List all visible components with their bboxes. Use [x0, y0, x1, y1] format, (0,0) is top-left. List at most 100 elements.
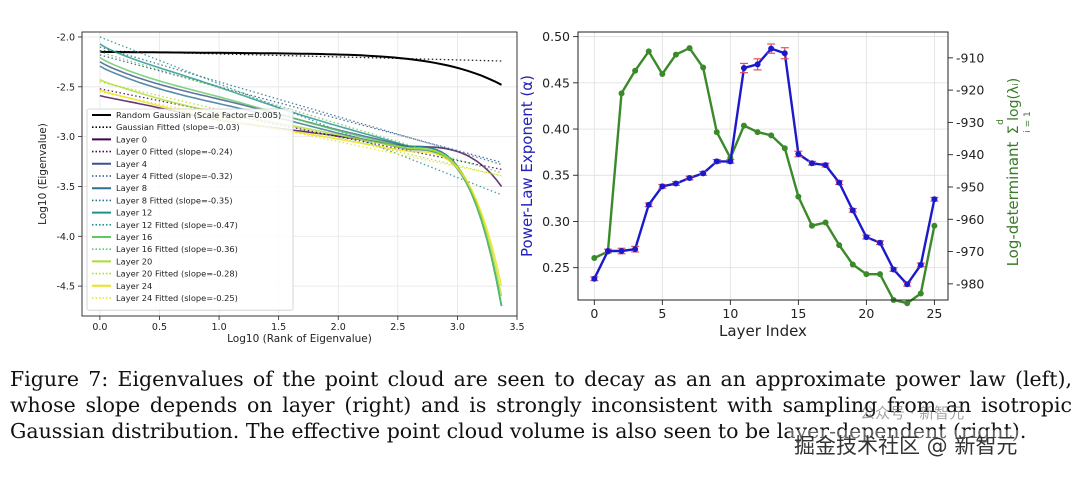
left-series-layer-4-fitted-slope-0-32: [99, 54, 502, 164]
right-exponent-point: [659, 183, 666, 190]
right-logdet-point: [917, 290, 924, 297]
right-exponent-point: [727, 158, 734, 165]
right-logdet-point: [713, 129, 720, 136]
right-exponent-point: [890, 266, 897, 273]
right-logdet-point: [863, 271, 870, 278]
right-exponent-point: [795, 150, 802, 157]
left-series-layer-20: [99, 79, 503, 297]
right-exponent-point: [632, 246, 639, 253]
left-legend-label: Layer 0 Fitted (slope=-0.24): [116, 147, 233, 157]
left-legend-label: Random Gaussian (Scale Factor=0.005): [116, 110, 281, 120]
right-logdet-point: [808, 222, 815, 229]
right-ytick-label: 0.30: [542, 214, 570, 229]
left-legend-label: Layer 20 Fitted (slope=-0.28): [116, 269, 238, 279]
right-logdet-point: [645, 48, 652, 55]
right-ytick-label: 0.50: [542, 29, 570, 44]
left-legend-label: Layer 16: [116, 232, 152, 242]
left-series-layer-0-fitted-slope-0-24: [99, 88, 502, 171]
right-exponent-point: [713, 158, 720, 165]
right-y2-label-sum-upper: d: [996, 119, 1006, 125]
right-logdet-point: [768, 132, 775, 139]
right-logdet-point: [740, 122, 747, 129]
left-series-layer-12: [99, 43, 503, 307]
left-y-axis-label: Log10 (Eigenvalue): [37, 123, 49, 225]
left-ytick-label: -2.0: [56, 32, 75, 43]
right-exponent-point: [863, 234, 870, 241]
right-logdet-point: [591, 255, 598, 262]
right-xtick-label: 10: [722, 306, 738, 321]
right-logdet-point: [836, 242, 843, 249]
left-legend-box: [86, 108, 294, 311]
left-eigenvalue-chart: 0.0 0.5 1.0 1.5 2.0 2.5 3.0 3.5 -2.0 -2.5 -3.0 -3.5…: [37, 31, 525, 345]
right-exponent-point: [822, 162, 829, 169]
watermark-sub: 公众号 · 新智元: [860, 404, 965, 422]
right-exponent-point: [672, 180, 679, 187]
right-y2-label-sum-lower: i = 1: [1023, 111, 1033, 133]
right-exponent-point: [904, 281, 911, 288]
right-logdet-point: [822, 219, 829, 226]
left-legend-label: Gaussian Fitted (slope=-0.03): [116, 122, 240, 132]
right-y-axis-label: Power-Law Exponent (α): [518, 75, 536, 257]
right-exponent-point: [754, 61, 761, 68]
left-legend-label: Layer 16 Fitted (slope=-0.36): [116, 244, 238, 254]
right-exponent-point: [917, 261, 924, 268]
left-xtick-label: 1.5: [271, 322, 286, 333]
left-series-layer-24-fitted-slope-0-25: [99, 91, 502, 177]
left-series-layer-8-fitted-slope-0-35: [99, 46, 502, 166]
figure-caption: Figure 7: Eigenvalues of the point cloud…: [10, 367, 1072, 443]
right-y2-axis-label: Log-determinant Σ log(λᵢ)d i = 1: [996, 78, 1033, 267]
left-series-gaussian-fitted-slope-0-03: [99, 50, 502, 62]
right-exponent-point: [700, 170, 707, 177]
right-exponent-point: [781, 50, 788, 57]
left-xtick-label: 0.5: [152, 322, 167, 333]
right-exponent-point: [645, 201, 652, 208]
right-exponent-point: [604, 248, 611, 255]
right-y2tick-label: -970: [956, 244, 984, 259]
right-exponent-point: [876, 239, 883, 246]
right-y2-label-formula: Σ log(λᵢ): [1006, 78, 1022, 134]
right-y2tick-label: -910: [956, 50, 984, 65]
left-x-axis-label: Log10 (Rank of Eigenvalue): [227, 333, 372, 345]
right-logdet-point: [672, 51, 679, 58]
right-logdet-point: [795, 193, 802, 200]
figure-canvas: 0.0 0.5 1.0 1.5 2.0 2.5 3.0 3.5 -2.0 -2.5 -3.0 -3.5…: [37, 29, 1033, 345]
left-ytick-label: -4.5: [56, 282, 75, 293]
right-logdet-point: [700, 64, 707, 71]
right-exponent-point: [591, 275, 598, 282]
right-y2-label-text: Log-determinant: [1004, 141, 1022, 266]
left-ytick-label: -4.0: [56, 232, 75, 243]
right-x-axis-label: Layer Index: [719, 322, 807, 340]
left-legend-label: Layer 8 Fitted (slope=-0.35): [116, 195, 233, 205]
left-series-layer-20-fitted-slope-0-28: [99, 81, 502, 177]
right-exponent-point: [740, 65, 747, 72]
left-legend-label: Layer 24: [116, 281, 152, 291]
right-logdet-point: [618, 90, 625, 97]
watermark: 掘金技术社区 @ 新智元: [790, 430, 1022, 460]
right-logdet-point: [659, 70, 666, 77]
right-ytick-label: 0.45: [542, 75, 570, 90]
left-xtick-label: 3.0: [450, 322, 465, 333]
right-y2tick-label: -940: [956, 147, 984, 162]
left-xtick-label: 3.5: [509, 322, 524, 333]
right-xtick-label: 15: [790, 306, 806, 321]
left-ytick-label: -3.0: [56, 132, 75, 143]
right-logdet-point: [849, 261, 856, 268]
right-exponent-point: [686, 175, 693, 182]
left-xtick-label: 2.5: [390, 322, 405, 333]
right-exponent-point: [618, 248, 625, 255]
right-y2tick-label: -960: [956, 212, 984, 227]
left-legend-label: Layer 8: [116, 183, 147, 193]
left-legend-label: Layer 4: [116, 159, 147, 169]
right-logdet-point: [754, 129, 761, 136]
left-legend-label: Layer 24 Fitted (slope=-0.25): [116, 293, 238, 303]
left-legend-label: Layer 20: [116, 256, 152, 266]
right-logdet-point: [781, 145, 788, 152]
right-plot-frame: [577, 31, 949, 301]
left-xtick-label: 1.0: [212, 322, 227, 333]
right-ytick-label: 0.35: [542, 168, 570, 183]
left-series-layer-24: [99, 89, 503, 287]
right-y2tick-label: -930: [956, 115, 984, 130]
right-exponent-point: [849, 207, 856, 214]
right-exponent-chart: 0 5 10 15 20 25 0.25 0.30 0.35 0.40 0.45 0.50 -910 -9…: [518, 29, 1033, 340]
right-xtick-label: 0: [590, 306, 598, 321]
